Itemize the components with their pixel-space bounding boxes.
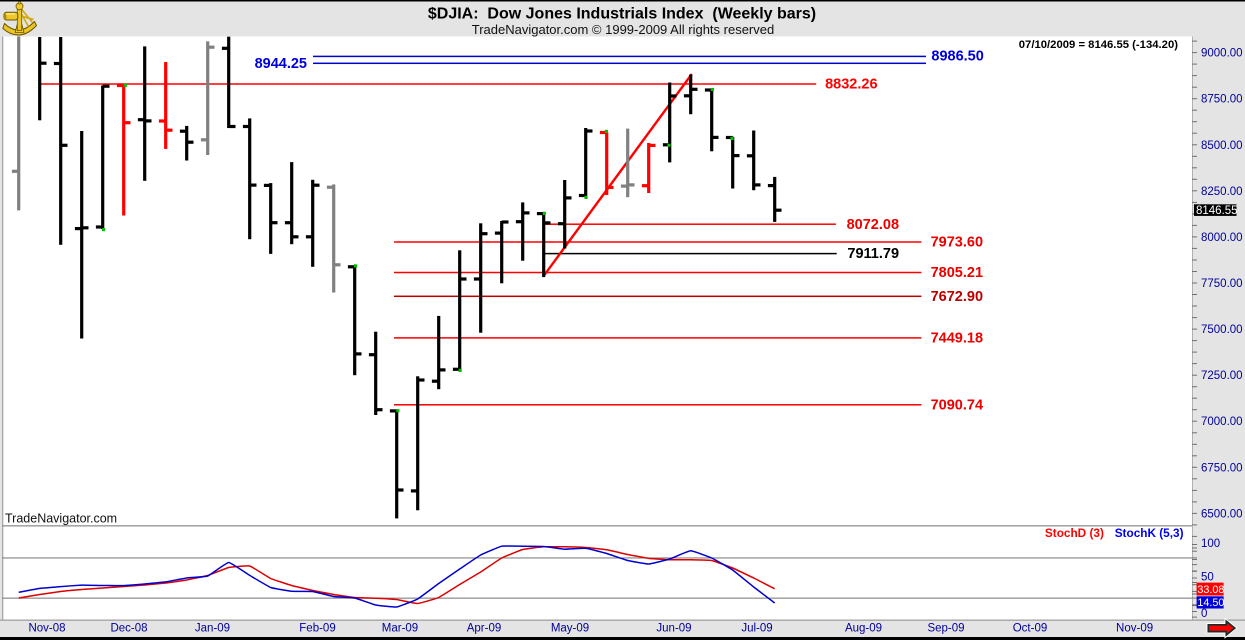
svg-text:6750.00: 6750.00 — [1201, 462, 1243, 474]
svg-text:Sep-09: Sep-09 — [927, 622, 964, 634]
svg-text:7911.79: 7911.79 — [847, 246, 899, 262]
svg-text:14.50: 14.50 — [1197, 597, 1224, 609]
svg-text:StochK (5,3): StochK (5,3) — [1115, 526, 1184, 540]
svg-text:Feb-09: Feb-09 — [299, 622, 335, 634]
svg-text:StochD (3): StochD (3) — [1045, 526, 1104, 540]
svg-text:8146.55: 8146.55 — [1196, 205, 1238, 217]
svg-text:Jan-09: Jan-09 — [195, 622, 230, 634]
svg-text:9000.00: 9000.00 — [1201, 48, 1243, 60]
svg-text:100: 100 — [1201, 538, 1220, 550]
svg-text:Nov-08: Nov-08 — [28, 622, 65, 634]
svg-text:May-09: May-09 — [551, 622, 589, 634]
svg-text:33.08: 33.08 — [1197, 584, 1224, 596]
svg-text:50: 50 — [1201, 571, 1214, 583]
svg-text:TradeNavigator.com © 1999-2009: TradeNavigator.com © 1999-2009 All right… — [472, 22, 774, 37]
svg-text:8750.00: 8750.00 — [1201, 94, 1243, 106]
svg-text:TradeNavigator.com: TradeNavigator.com — [5, 512, 117, 526]
svg-text:Oct-09: Oct-09 — [1013, 622, 1048, 634]
svg-text:8250.00: 8250.00 — [1201, 186, 1243, 198]
svg-text:8500.00: 8500.00 — [1201, 140, 1243, 152]
svg-text:8986.50: 8986.50 — [931, 49, 983, 65]
svg-text:7500.00: 7500.00 — [1201, 324, 1243, 336]
svg-text:8000.00: 8000.00 — [1201, 232, 1243, 244]
svg-text:7250.00: 7250.00 — [1201, 370, 1243, 382]
svg-text:Mar-09: Mar-09 — [382, 622, 418, 634]
svg-text:Apr-09: Apr-09 — [467, 622, 502, 634]
svg-text:8072.08: 8072.08 — [847, 217, 899, 233]
svg-text:$DJIA: Dow Jones Industrials: $DJIA: Dow Jones Industrials Index (Week… — [428, 6, 816, 23]
svg-text:Jul-09: Jul-09 — [741, 622, 772, 634]
svg-text:7000.00: 7000.00 — [1201, 416, 1243, 428]
svg-text:0: 0 — [1201, 608, 1207, 620]
svg-text:07/10/2009 = 8146.55 (-134.20): 07/10/2009 = 8146.55 (-134.20) — [1019, 39, 1178, 51]
svg-text:Aug-09: Aug-09 — [845, 622, 882, 634]
svg-text:7090.74: 7090.74 — [931, 397, 983, 413]
svg-text:7449.18: 7449.18 — [931, 331, 983, 347]
svg-text:7750.00: 7750.00 — [1201, 278, 1243, 290]
svg-text:7805.21: 7805.21 — [931, 265, 983, 281]
svg-text:8832.26: 8832.26 — [825, 77, 877, 93]
svg-text:7973.60: 7973.60 — [931, 235, 983, 251]
svg-text:6500.00: 6500.00 — [1201, 508, 1243, 520]
svg-text:7672.90: 7672.90 — [931, 289, 983, 305]
svg-text:Jun-09: Jun-09 — [656, 622, 691, 634]
svg-text:Nov-09: Nov-09 — [1116, 622, 1153, 634]
svg-text:8944.25: 8944.25 — [255, 56, 307, 72]
svg-text:Dec-08: Dec-08 — [110, 622, 147, 634]
